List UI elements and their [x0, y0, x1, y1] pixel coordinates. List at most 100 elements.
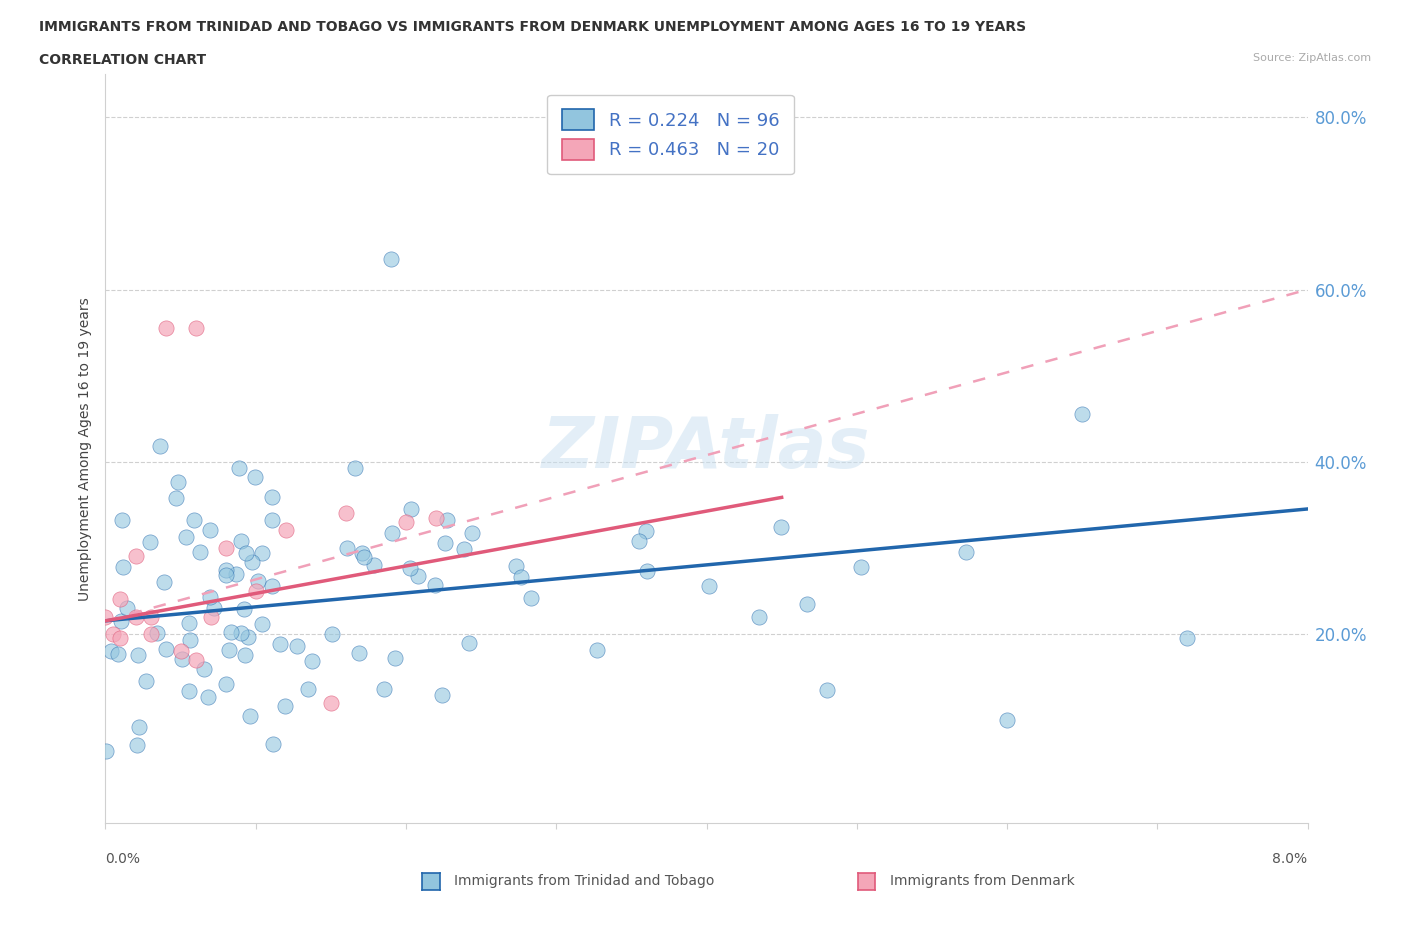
- Point: [112, 560, 135, 575]
- Point: [219, 624, 242, 639]
- Point: [128, 720, 150, 735]
- Point: [246, 573, 269, 588]
- Point: [297, 682, 319, 697]
- Point: [260, 512, 283, 527]
- Point: [430, 688, 453, 703]
- Point: [218, 643, 240, 658]
- Point: [135, 673, 157, 688]
- Point: [94, 743, 117, 758]
- Point: [127, 737, 149, 752]
- Point: [250, 617, 273, 631]
- Point: [1175, 631, 1198, 645]
- Point: [124, 549, 146, 564]
- Point: [179, 632, 201, 647]
- Point: [586, 643, 609, 658]
- Point: [262, 578, 284, 593]
- Point: [457, 635, 479, 650]
- Point: [373, 682, 395, 697]
- Point: [224, 566, 246, 581]
- Point: [107, 646, 129, 661]
- Point: [184, 321, 207, 336]
- Point: [770, 520, 793, 535]
- Point: [301, 654, 323, 669]
- Point: [228, 460, 250, 475]
- Text: Immigrants from Trinidad and Tobago: Immigrants from Trinidad and Tobago: [454, 873, 714, 888]
- Point: [347, 645, 370, 660]
- Point: [461, 526, 484, 541]
- Point: [124, 609, 146, 624]
- Point: [146, 625, 169, 640]
- Point: [215, 568, 238, 583]
- Legend: R = 0.224   N = 96, R = 0.463   N = 20: R = 0.224 N = 96, R = 0.463 N = 20: [547, 95, 793, 174]
- Point: [170, 651, 193, 666]
- Point: [197, 690, 219, 705]
- Point: [343, 460, 366, 475]
- Point: [269, 636, 291, 651]
- Point: [127, 648, 149, 663]
- Point: [153, 575, 176, 590]
- Point: [350, 546, 373, 561]
- Point: [697, 578, 720, 593]
- Point: [1071, 406, 1094, 421]
- Point: [148, 439, 170, 454]
- Point: [262, 737, 284, 751]
- Point: [169, 644, 191, 658]
- Point: [319, 695, 342, 710]
- Point: [796, 597, 818, 612]
- Point: [399, 501, 422, 516]
- Point: [198, 590, 221, 604]
- Point: [519, 591, 541, 605]
- Point: [628, 534, 651, 549]
- Point: [229, 533, 252, 548]
- Point: [425, 511, 447, 525]
- Point: [433, 536, 456, 551]
- Point: [233, 602, 256, 617]
- Point: [231, 625, 253, 640]
- Text: IMMIGRANTS FROM TRINIDAD AND TOBAGO VS IMMIGRANTS FROM DENMARK UNEMPLOYMENT AMON: IMMIGRANTS FROM TRINIDAD AND TOBAGO VS I…: [39, 20, 1026, 34]
- Point: [262, 489, 284, 504]
- Point: [165, 491, 187, 506]
- Point: [139, 535, 162, 550]
- Point: [235, 545, 257, 560]
- Text: 8.0%: 8.0%: [1272, 852, 1308, 866]
- Point: [815, 683, 838, 698]
- Point: [215, 677, 238, 692]
- Point: [245, 470, 267, 485]
- Point: [363, 557, 385, 572]
- Point: [353, 549, 375, 564]
- Point: [100, 643, 122, 658]
- Point: [509, 570, 531, 585]
- Text: Source: ZipAtlas.com: Source: ZipAtlas.com: [1253, 53, 1371, 63]
- Point: [245, 583, 267, 598]
- Point: [111, 512, 134, 527]
- Point: [399, 561, 422, 576]
- Point: [233, 647, 256, 662]
- Point: [408, 569, 430, 584]
- Point: [167, 474, 190, 489]
- Point: [395, 514, 418, 529]
- Point: [634, 524, 657, 538]
- Point: [202, 600, 225, 615]
- Point: [274, 523, 297, 538]
- Y-axis label: Unemployment Among Ages 16 to 19 years: Unemployment Among Ages 16 to 19 years: [79, 297, 93, 601]
- Point: [94, 609, 117, 624]
- Point: [380, 252, 402, 267]
- Point: [177, 616, 200, 631]
- Point: [139, 609, 162, 624]
- Point: [200, 609, 222, 624]
- Point: [849, 560, 872, 575]
- Point: [453, 541, 475, 556]
- Point: [995, 712, 1018, 727]
- Point: [117, 601, 139, 616]
- Point: [110, 591, 132, 606]
- Point: [240, 554, 263, 569]
- Point: [101, 626, 124, 641]
- Point: [139, 626, 162, 641]
- Text: CORRELATION CHART: CORRELATION CHART: [39, 53, 207, 67]
- Point: [381, 525, 404, 540]
- Point: [336, 540, 359, 555]
- Point: [214, 540, 236, 555]
- Point: [955, 545, 977, 560]
- Point: [155, 321, 177, 336]
- Point: [335, 506, 357, 521]
